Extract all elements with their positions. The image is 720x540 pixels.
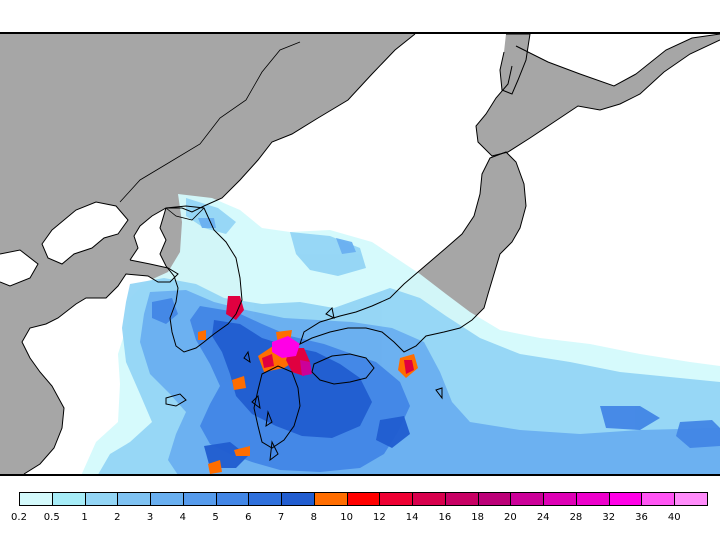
legend-swatch [444, 492, 479, 506]
legend-colorbar [19, 492, 708, 506]
legend-label: 10 [340, 512, 353, 523]
legend-swatch [379, 492, 414, 506]
legend-swatch [84, 492, 119, 506]
legend-label: 20 [504, 512, 517, 523]
legend-swatch [674, 492, 708, 506]
legend-swatch [248, 492, 283, 506]
legend-label: 0.5 [43, 512, 60, 523]
legend-swatch [51, 492, 86, 506]
legend-swatch [575, 492, 610, 506]
legend-label: 7 [277, 512, 285, 523]
legend-swatch [182, 492, 217, 506]
legend-swatch [281, 492, 315, 506]
legend-swatch [608, 492, 643, 506]
legend-label: 5 [212, 512, 219, 523]
honshu-island [300, 152, 526, 352]
coastlines [0, 34, 720, 474]
precip-28-36 [272, 336, 300, 358]
legend-swatch [150, 492, 184, 506]
shandong-sea-gap [0, 250, 38, 286]
legend-label: 28 [569, 512, 583, 523]
legend-swatch [477, 492, 512, 506]
mainland-landmass [0, 34, 415, 474]
precipitation-map [0, 32, 720, 476]
legend-label: 24 [536, 512, 550, 523]
bohai-sea [42, 202, 128, 264]
legend-label: 16 [438, 512, 452, 523]
legend-label: 18 [471, 512, 485, 523]
legend-label: 40 [667, 512, 681, 523]
hokkaido-island [476, 34, 720, 156]
legend-label: 0.2 [11, 512, 27, 523]
country-borders [119, 41, 301, 221]
legend-label: 14 [405, 512, 419, 523]
legend-label: 12 [373, 512, 386, 523]
legend-swatch [215, 492, 250, 506]
legend-swatch [412, 492, 446, 506]
legend-swatch [510, 492, 545, 506]
legend-label: 3 [146, 512, 154, 523]
precip-7 [204, 320, 410, 468]
legend-label: 8 [310, 512, 318, 523]
legend-swatch [19, 492, 53, 506]
legend-label: 1 [81, 512, 88, 523]
legend-swatch [117, 492, 152, 506]
legend-label: 2 [114, 512, 121, 523]
legend-swatch [543, 492, 577, 506]
legend-label: 6 [245, 512, 252, 523]
legend-label: 4 [179, 512, 186, 523]
legend-label: 36 [635, 512, 648, 523]
legend-swatch [641, 492, 676, 506]
precip-20-24 [300, 360, 312, 376]
legend-swatch [346, 492, 381, 506]
map-canvas [0, 34, 720, 474]
legend-label: 32 [602, 512, 616, 523]
legend-swatch [313, 492, 348, 506]
